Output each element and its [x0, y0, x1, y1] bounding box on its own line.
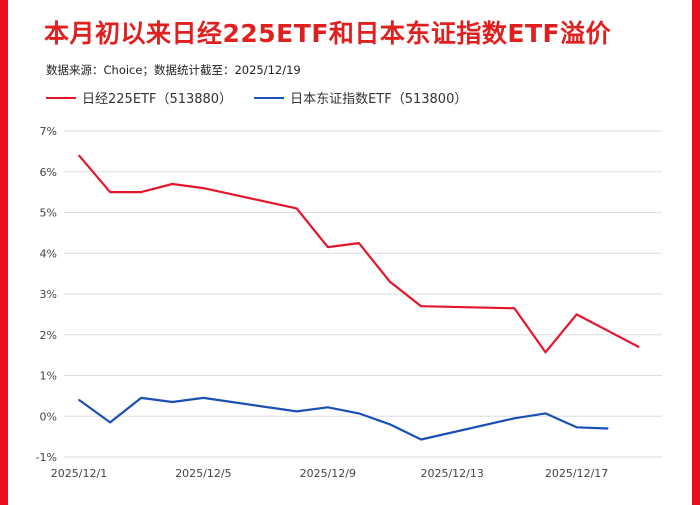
x-tick-label: 2025/12/5 — [175, 467, 231, 480]
data-source-note: 数据来源：Choice；数据统计截至：2025/12/19 — [46, 63, 301, 77]
data-point — [513, 307, 516, 310]
data-point — [171, 401, 174, 403]
legend-label-series2: 日本东证指数ETF（513800） — [290, 92, 468, 107]
y-tick-label: 7% — [40, 125, 57, 138]
y-tick-label: 6% — [40, 166, 57, 179]
data-point — [544, 351, 547, 354]
data-point — [606, 329, 609, 332]
data-point — [544, 412, 547, 415]
data-point — [171, 183, 174, 185]
data-point — [606, 427, 609, 430]
y-tick-label: -1% — [36, 451, 57, 464]
data-point — [389, 423, 391, 426]
y-tick-label: 2% — [40, 329, 57, 342]
legend-swatch-series1 — [46, 96, 76, 99]
data-point — [202, 187, 205, 189]
data-point — [575, 426, 578, 429]
data-point — [78, 154, 80, 157]
chart-legend: 日经225ETF（513880） 日本东证指数ETF（513800） — [46, 88, 489, 107]
data-point — [140, 397, 142, 399]
data-point — [358, 242, 360, 244]
x-tick-label: 2025/12/1 — [51, 467, 107, 480]
data-point — [420, 305, 422, 308]
data-point — [513, 417, 516, 420]
data-point — [327, 246, 329, 248]
data-point — [575, 313, 578, 316]
x-tick-label: 2025/12/17 — [545, 467, 608, 480]
legend-item-series1: 日经225ETF（513880） — [46, 88, 232, 107]
brand-left-bar — [0, 0, 8, 505]
data-point — [295, 207, 298, 210]
y-tick-label: 4% — [40, 247, 57, 260]
y-tick-label: 3% — [40, 288, 57, 301]
data-point — [109, 421, 111, 424]
data-point — [78, 399, 80, 401]
chart-title: 本月初以来日经225ETF和日本东证指数ETF溢价 — [44, 19, 612, 48]
data-point — [638, 346, 640, 348]
data-point — [358, 412, 360, 415]
data-point — [140, 191, 142, 193]
data-point — [327, 406, 329, 409]
series-line-2 — [78, 396, 608, 441]
brand-right-bar — [692, 0, 700, 505]
y-tick-label: 0% — [40, 410, 57, 423]
y-tick-label: 5% — [40, 207, 57, 220]
data-point — [109, 191, 111, 193]
x-tick-label: 2025/12/13 — [420, 467, 483, 480]
legend-swatch-series2 — [254, 96, 285, 99]
data-point — [202, 397, 205, 399]
data-point — [389, 280, 391, 283]
y-tick-label: 1% — [40, 370, 57, 383]
x-tick-label: 2025/12/9 — [300, 467, 356, 480]
legend-item-series2: 日本东证指数ETF（513800） — [254, 88, 467, 107]
data-point — [295, 410, 298, 413]
series-line-1 — [78, 154, 640, 354]
legend-label-series1: 日经225ETF（513880） — [82, 92, 233, 107]
data-point — [420, 438, 422, 441]
